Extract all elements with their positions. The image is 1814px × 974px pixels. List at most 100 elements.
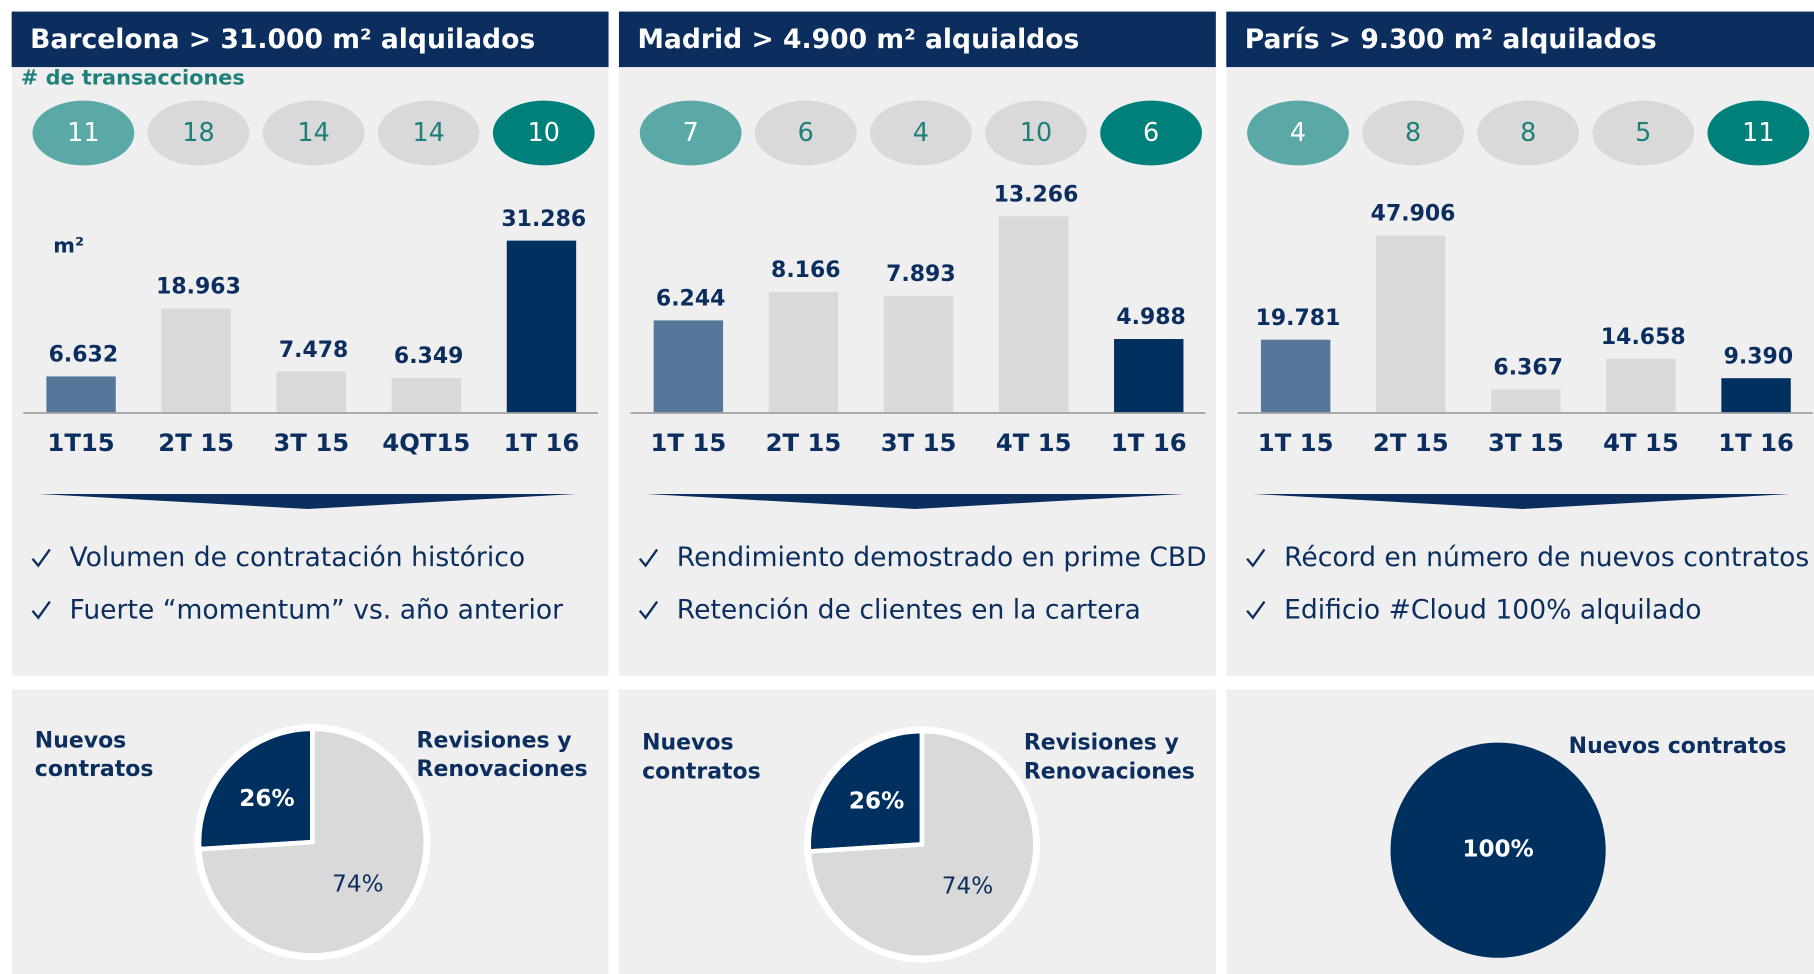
pie-category-box: Nuevos contratos	[642, 729, 761, 785]
bar	[276, 371, 346, 413]
bar	[1260, 339, 1331, 413]
count-label: 8	[1520, 117, 1536, 147]
pie-value-label: 74%	[332, 871, 383, 897]
check-icon	[1246, 548, 1266, 568]
count-label: 7	[683, 117, 699, 147]
count-label: 18	[182, 117, 214, 147]
count-oval	[869, 100, 972, 166]
panel-title: Barcelona > 31.000 m² alquilados	[30, 24, 535, 55]
check-icon	[31, 600, 51, 620]
count-oval	[1247, 100, 1349, 166]
count-label: 11	[1742, 117, 1774, 147]
pie-slice	[806, 728, 1038, 961]
count-label: 6	[1143, 117, 1159, 147]
value-label: 7.478	[279, 338, 349, 363]
bar	[161, 308, 231, 413]
count-oval	[147, 100, 250, 166]
count-oval	[1100, 100, 1202, 166]
value-label: 19.781	[1256, 306, 1341, 331]
category-label: 4T 15	[996, 428, 1072, 457]
pie-category-label: Revisiones y Renovaciones	[1023, 729, 1195, 785]
pie-slice	[196, 726, 315, 852]
pie-category-box: Nuevos contratos	[35, 728, 154, 782]
note: Récord en número de nuevos contratos	[1284, 542, 1809, 573]
header-bar	[618, 11, 1216, 68]
category-label: 1T 16	[1718, 428, 1794, 457]
category-label: 4QT15	[382, 428, 470, 457]
category-label: 2T 15	[158, 428, 234, 457]
note: Rendimiento demostrado en prime CBD	[677, 542, 1207, 573]
value-label: 7.893	[886, 262, 956, 287]
arrow	[646, 493, 1184, 509]
bar	[1606, 358, 1676, 413]
count-label: 10	[1020, 117, 1052, 147]
note: Volumen de contratación histórico	[69, 542, 525, 573]
category-label: 2T 15	[766, 428, 842, 457]
count-oval	[1707, 100, 1810, 166]
pie-slice	[1390, 742, 1606, 958]
header-bar	[11, 11, 609, 68]
counts-label: # de transacciones	[21, 66, 245, 90]
value-label: 6.632	[49, 343, 119, 368]
pie-category-box: Nuevos contratos	[1568, 733, 1787, 759]
pie-value-label: 74%	[942, 874, 993, 900]
check-icon	[31, 548, 51, 568]
bar	[768, 291, 839, 413]
bar	[1491, 389, 1561, 413]
count-label: 4	[1290, 117, 1306, 147]
pie-category-box: Revisiones y Renovaciones	[416, 727, 588, 782]
count-label: 4	[913, 117, 929, 147]
bar	[391, 377, 462, 413]
count-label: 10	[528, 117, 560, 147]
pie-category-label: Nuevos contratos	[642, 729, 761, 785]
pie-category-label: Nuevos contratos	[1568, 733, 1787, 759]
category-label: 1T 15	[651, 428, 727, 457]
count-oval	[492, 100, 595, 166]
category-label: 1T 15	[1258, 428, 1334, 457]
count-oval	[377, 100, 480, 166]
arrow	[39, 493, 577, 509]
count-oval	[1477, 100, 1580, 166]
bar	[506, 240, 577, 413]
value-label: 31.286	[501, 207, 586, 232]
count-oval	[1362, 100, 1464, 166]
count-label: 6	[798, 117, 814, 147]
value-label: 6.244	[656, 287, 726, 312]
check-icon	[638, 600, 659, 620]
arrow	[1254, 493, 1791, 509]
count-oval	[1592, 100, 1695, 166]
pie-category-label: Revisiones y Renovaciones	[416, 727, 588, 782]
pie-outline	[804, 726, 1041, 963]
value-label: 18.963	[156, 275, 241, 300]
header-bar	[1226, 11, 1814, 68]
category-label: 1T 16	[1111, 428, 1187, 457]
count-label: 14	[412, 117, 444, 147]
value-label: 13.266	[994, 182, 1079, 207]
count-label: 11	[67, 117, 99, 147]
bar	[1721, 378, 1791, 413]
count-oval	[754, 100, 857, 166]
panel-title: París > 9.300 m² alquilados	[1245, 24, 1657, 55]
count-oval	[985, 100, 1087, 166]
bar	[883, 295, 954, 413]
value-label: 4.988	[1116, 305, 1186, 330]
count-label: 8	[1405, 117, 1421, 147]
pie-outline	[194, 724, 431, 961]
bar	[1114, 339, 1184, 413]
category-label: 3T 15	[273, 428, 349, 457]
pie-value-label: 26%	[849, 788, 904, 814]
category-label: 2T 15	[1373, 428, 1449, 457]
unit-label: m²	[53, 233, 84, 257]
value-label: 9.390	[1724, 344, 1794, 369]
count-label: 14	[297, 117, 329, 147]
value-label: 6.367	[1493, 356, 1563, 381]
panel-title: Madrid > 4.900 m² alquialdos	[637, 24, 1079, 55]
category-label: 3T 15	[881, 428, 957, 457]
note: Fuerte “momentum” vs. año anterior	[69, 594, 563, 625]
value-label: 14.658	[1601, 325, 1686, 350]
value-label: 47.906	[1371, 202, 1456, 227]
pie-category-box: Revisiones y Renovaciones	[1023, 729, 1195, 785]
check-icon	[1246, 600, 1266, 620]
count-oval	[262, 100, 365, 166]
